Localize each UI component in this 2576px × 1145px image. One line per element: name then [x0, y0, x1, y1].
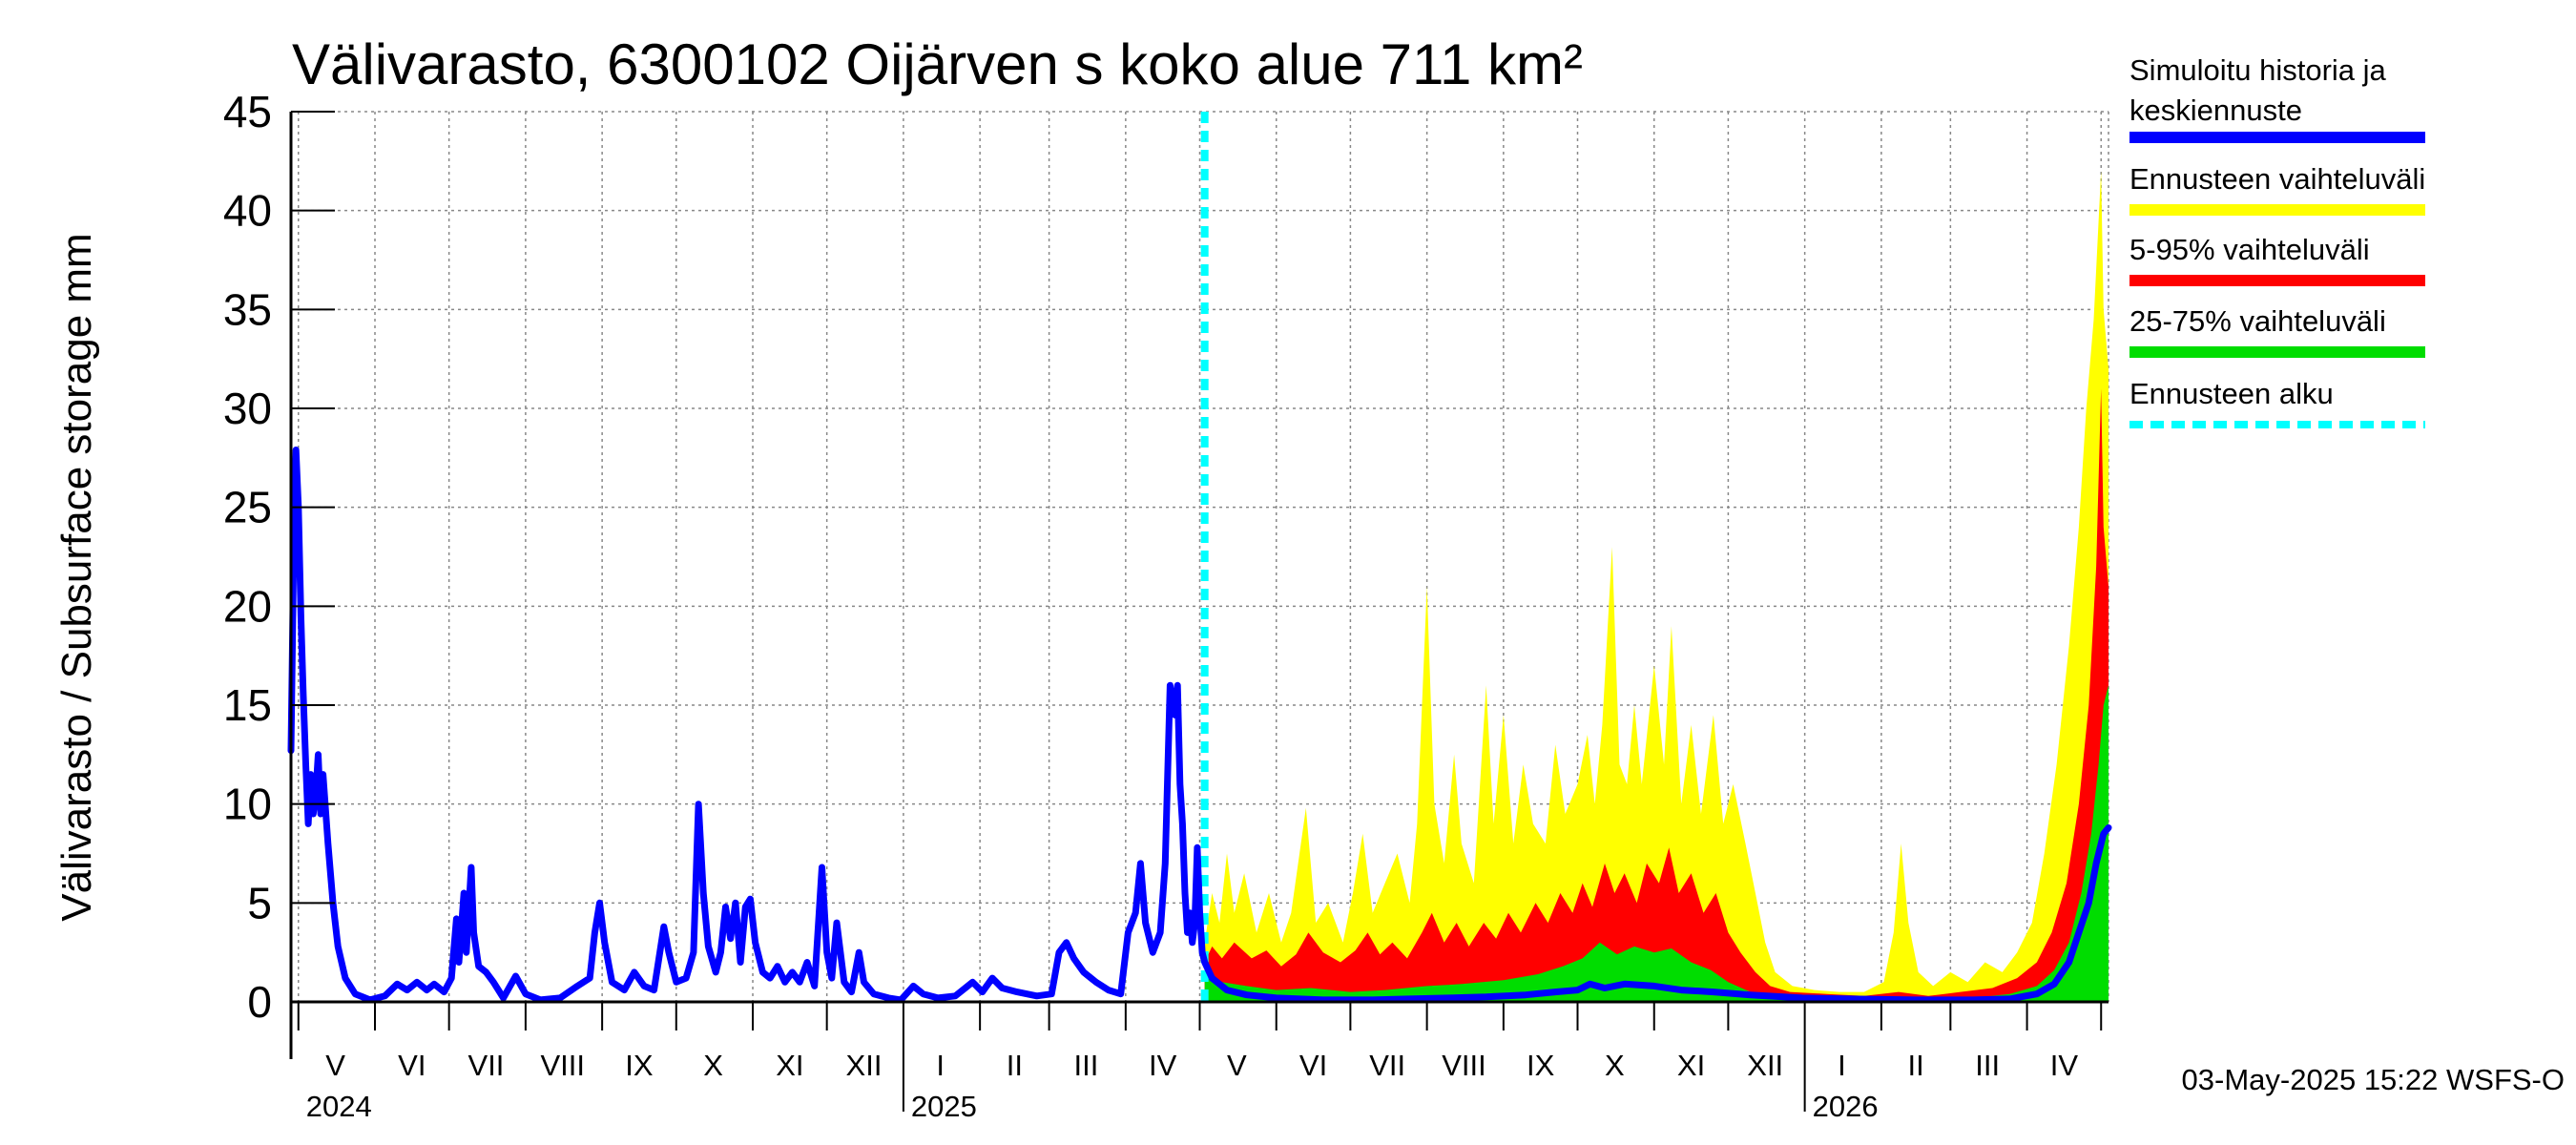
legend-label: Simuloitu historia ja — [2129, 53, 2387, 87]
forecast-bands — [1204, 171, 2109, 1002]
month-label: I — [1838, 1049, 1846, 1082]
y-tick-label: 35 — [223, 284, 272, 334]
month-label: VI — [398, 1049, 426, 1082]
month-label: V — [1227, 1049, 1247, 1082]
month-label: V — [325, 1049, 345, 1082]
y-axis-label: Välivarasto / Subsurface storage mm — [53, 233, 100, 921]
month-label: X — [1605, 1049, 1625, 1082]
y-tick-label: 30 — [223, 384, 272, 433]
legend-label: 5-95% vaihteluväli — [2129, 233, 2370, 266]
month-label: XII — [1747, 1049, 1783, 1082]
y-tick-label: 20 — [223, 581, 272, 631]
month-label: XII — [846, 1049, 883, 1082]
legend-label: 25-75% vaihteluväli — [2129, 304, 2386, 338]
month-label: VII — [1369, 1049, 1405, 1082]
band-range-full — [1204, 171, 2109, 1002]
year-label: 2026 — [1813, 1090, 1879, 1123]
month-label: VIII — [1442, 1049, 1486, 1082]
year-label: 2024 — [306, 1090, 372, 1123]
timestamp-footer: 03-May-2025 15:22 WSFS-O — [2182, 1063, 2565, 1096]
month-label: VI — [1299, 1049, 1327, 1082]
month-label: IX — [625, 1049, 654, 1082]
chart-title: Välivarasto, 6300102 Oijärven s koko alu… — [292, 32, 1583, 96]
legend-label: Ennusteen vaihteluväli — [2129, 162, 2425, 196]
month-label: IV — [1149, 1049, 1177, 1082]
month-label: XI — [1677, 1049, 1705, 1082]
y-tick-label: 45 — [223, 87, 272, 136]
month-label: III — [1975, 1049, 2000, 1082]
month-label: IV — [2050, 1049, 2079, 1082]
legend-label: Ennusteen alku — [2129, 377, 2334, 410]
y-tick-label: 25 — [223, 483, 272, 532]
y-tick-label: 5 — [247, 878, 272, 927]
legend-label: keskiennuste — [2129, 94, 2302, 127]
year-label: 2025 — [911, 1090, 977, 1123]
legend: Simuloitu historia ja keskiennuste Ennuste… — [2129, 53, 2425, 428]
month-label: VII — [468, 1049, 505, 1082]
y-tick-label: 0 — [247, 977, 272, 1027]
x-tick-labels: V VI VII VIII IX X XI XII I II III IV V VI VII VIII IX X X… — [306, 1049, 2079, 1123]
month-label: IX — [1527, 1049, 1555, 1082]
y-tick-label: 15 — [223, 680, 272, 730]
series-lines — [287, 112, 2112, 1004]
month-label: VIII — [540, 1049, 585, 1082]
history-median-line — [287, 447, 2112, 1004]
y-tick-labels: 0 5 10 15 20 25 30 35 40 45 — [223, 87, 272, 1027]
month-label: II — [1907, 1049, 1923, 1082]
month-label: X — [703, 1049, 723, 1082]
y-tick-label: 40 — [223, 186, 272, 236]
month-label: I — [936, 1049, 945, 1082]
month-label: XI — [776, 1049, 803, 1082]
y-tick-label: 10 — [223, 780, 272, 829]
month-label: III — [1074, 1049, 1099, 1082]
month-label: II — [1007, 1049, 1023, 1082]
axes — [289, 111, 2109, 1112]
